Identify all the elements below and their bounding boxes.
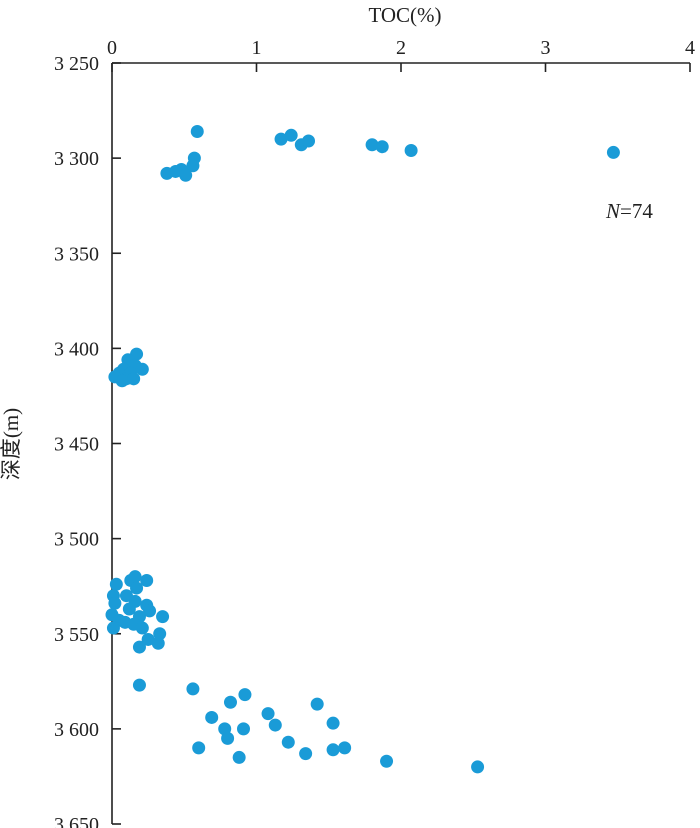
data-point xyxy=(132,640,146,654)
data-point xyxy=(115,374,129,388)
data-point xyxy=(380,754,394,768)
y-tick-label: 3 350 xyxy=(54,243,99,265)
data-point xyxy=(106,621,120,635)
data-point xyxy=(140,573,154,587)
x-tick-label: 3 xyxy=(541,37,551,59)
data-point xyxy=(299,747,313,761)
data-point xyxy=(221,731,235,745)
data-point xyxy=(274,132,288,146)
data-point xyxy=(284,128,298,142)
y-tick-label: 3 550 xyxy=(54,624,99,646)
data-point xyxy=(268,718,282,732)
y-tick-label: 3 500 xyxy=(54,529,99,551)
data-point xyxy=(109,577,123,591)
y-tick-label: 3 250 xyxy=(54,53,99,75)
data-point xyxy=(141,632,155,646)
data-point xyxy=(122,602,136,616)
data-point xyxy=(135,362,149,376)
data-point xyxy=(236,722,250,736)
data-point xyxy=(192,741,206,755)
data-point xyxy=(186,682,200,696)
data-point xyxy=(186,159,200,173)
data-point xyxy=(190,124,204,138)
data-point xyxy=(108,596,122,610)
data-point xyxy=(156,610,170,624)
y-tick-label: 3 400 xyxy=(54,338,99,360)
data-point xyxy=(130,581,144,595)
y-axis: 3 250 3 300 3 350 3 400 3 450 3 500 3 550 3 600… xyxy=(54,53,121,828)
data-points xyxy=(105,124,620,774)
data-point xyxy=(238,688,252,702)
data-point xyxy=(375,140,389,154)
y-tick-label: 3 300 xyxy=(54,148,99,170)
data-point xyxy=(606,145,620,159)
y-tick-label: 3 450 xyxy=(54,434,99,456)
data-point xyxy=(232,750,246,764)
data-point xyxy=(338,741,352,755)
data-point xyxy=(132,678,146,692)
data-point xyxy=(365,138,379,152)
sample-count-annotation: N=74 xyxy=(605,199,653,223)
data-point xyxy=(326,716,340,730)
data-point xyxy=(310,697,324,711)
data-point xyxy=(261,707,275,721)
sample-count-value: =74 xyxy=(620,199,653,223)
sample-count-n: N xyxy=(605,199,621,223)
data-point xyxy=(404,144,418,158)
y-tick-label: 3 600 xyxy=(54,719,99,741)
data-point xyxy=(471,760,485,774)
x-axis: 0 1 2 3 4 xyxy=(107,37,695,72)
y-tick-label: 3 650 xyxy=(54,814,99,828)
x-tick-label: 4 xyxy=(685,37,695,59)
data-point xyxy=(153,627,167,641)
x-tick-label: 1 xyxy=(252,37,262,59)
y-axis-title: 深度(m) xyxy=(0,408,23,480)
data-point xyxy=(302,134,316,148)
data-point xyxy=(160,166,174,180)
x-tick-label: 2 xyxy=(396,37,406,59)
data-point xyxy=(326,743,340,757)
data-point xyxy=(179,168,193,182)
data-point xyxy=(143,604,157,618)
data-point xyxy=(135,621,149,635)
x-axis-title: TOC(%) xyxy=(368,3,441,27)
x-tick-label: 0 xyxy=(107,37,117,59)
data-point xyxy=(127,372,141,386)
data-point xyxy=(205,710,219,724)
data-point xyxy=(223,695,237,709)
data-point xyxy=(281,735,295,749)
data-point xyxy=(151,636,165,650)
